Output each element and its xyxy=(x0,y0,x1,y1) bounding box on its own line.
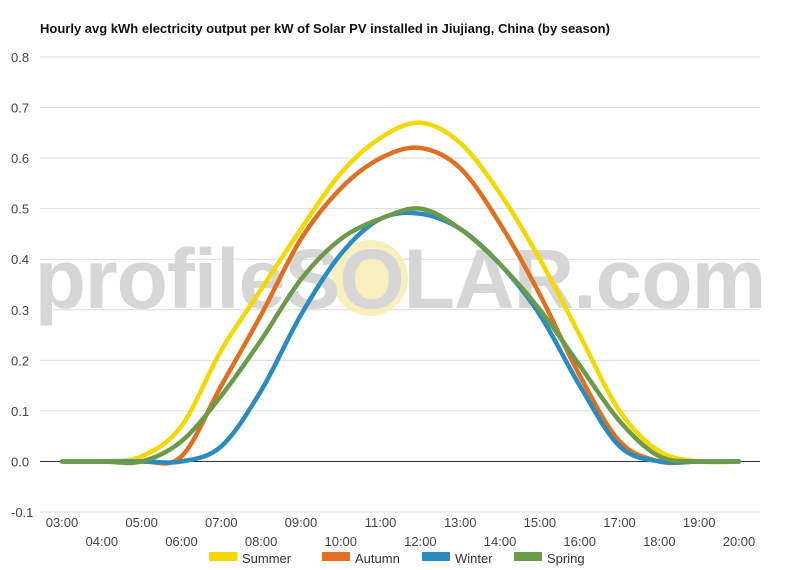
watermark: profileSOLAR.com xyxy=(35,232,767,326)
chart-title: Hourly avg kWh electricity output per kW… xyxy=(40,21,610,36)
legend: Summer Autumn Winter Spring xyxy=(209,551,585,566)
watermark-text: profileSOLAR.com xyxy=(35,232,766,326)
x-tick-label: 03:00 xyxy=(46,515,79,530)
y-tick-label: 0.5 xyxy=(11,202,29,217)
y-axis-ticks: 0.8 0.7 0.6 0.5 0.4 0.3 0.2 0.1 0.0 -0.1 xyxy=(11,50,33,520)
x-tick-label: 20:00 xyxy=(723,534,756,549)
legend-swatch-autumn xyxy=(322,552,350,561)
x-tick-label: 12:00 xyxy=(404,534,437,549)
x-tick-label: 07:00 xyxy=(205,515,238,530)
x-tick-label: 13:00 xyxy=(444,515,477,530)
series-line-autumn xyxy=(59,145,742,466)
legend-swatch-summer xyxy=(209,552,237,561)
x-tick-label: 09:00 xyxy=(285,515,318,530)
watermark-sun xyxy=(332,240,408,316)
legend-label-autumn: Autumn xyxy=(355,551,400,566)
legend-label-spring: Spring xyxy=(547,551,585,566)
x-tick-label: 08:00 xyxy=(245,534,278,549)
series-line-summer xyxy=(59,120,742,465)
series-lines xyxy=(59,120,742,466)
x-tick-label: 15:00 xyxy=(524,515,557,530)
x-tick-label: 18:00 xyxy=(643,534,676,549)
y-tick-label: 0.4 xyxy=(11,252,29,267)
y-tick-label: -0.1 xyxy=(11,505,33,520)
x-tick-label: 11:00 xyxy=(365,515,397,530)
x-tick-label: 04:00 xyxy=(86,534,119,549)
y-tick-label: 0.0 xyxy=(11,454,29,469)
y-tick-label: 0.1 xyxy=(11,404,29,419)
legend-label-summer: Summer xyxy=(242,551,292,566)
legend-swatch-winter xyxy=(422,552,450,561)
x-tick-label: 05:00 xyxy=(125,515,158,530)
x-tick-label: 14:00 xyxy=(484,534,517,549)
y-tick-label: 0.3 xyxy=(11,303,29,318)
legend-label-winter: Winter xyxy=(455,551,493,566)
y-tick-label: 0.8 xyxy=(11,50,29,65)
x-axis-ticks: 03:00 04:00 05:00 06:00 07:00 08:00 09:00 10:00… xyxy=(46,515,756,549)
y-tick-label: 0.2 xyxy=(11,353,29,368)
series-line-spring xyxy=(59,206,742,466)
y-tick-label: 0.7 xyxy=(11,101,29,116)
x-tick-label: 17:00 xyxy=(603,515,636,530)
x-tick-label: 10:00 xyxy=(324,534,357,549)
legend-swatch-spring xyxy=(514,552,542,561)
y-tick-label: 0.6 xyxy=(11,151,29,166)
x-tick-label: 19:00 xyxy=(683,515,716,530)
x-tick-label: 16:00 xyxy=(563,534,596,549)
x-tick-label: 06:00 xyxy=(165,534,198,549)
